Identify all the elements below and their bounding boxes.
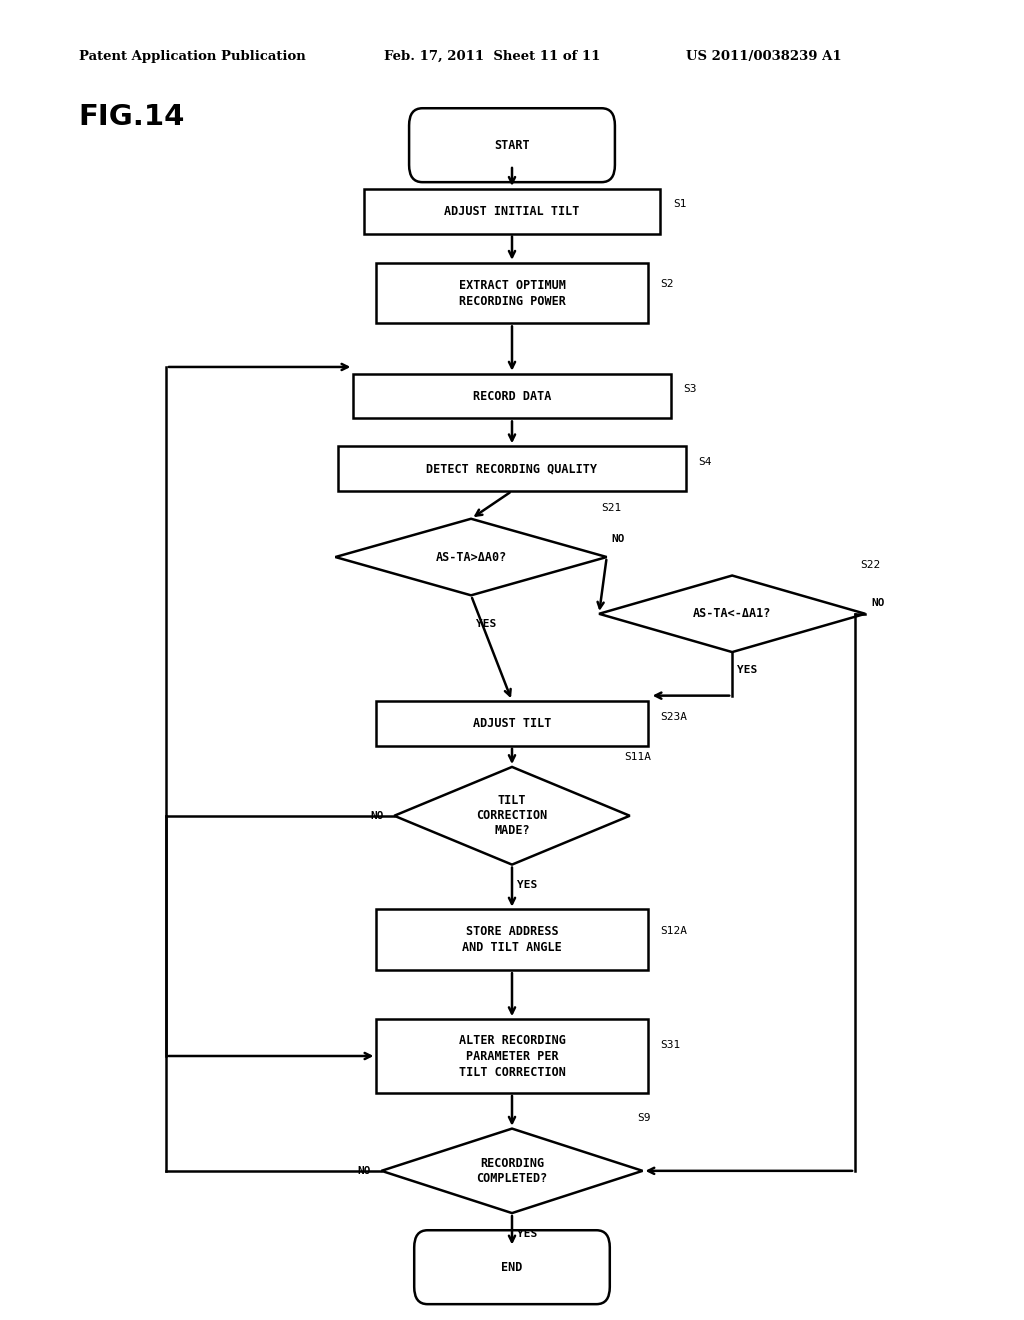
Text: S21: S21 (602, 503, 622, 513)
Text: RECORDING
COMPLETED?: RECORDING COMPLETED? (476, 1156, 548, 1185)
Text: DETECT RECORDING QUALITY: DETECT RECORDING QUALITY (427, 462, 597, 475)
Text: YES: YES (737, 665, 758, 676)
Text: TILT
CORRECTION
MADE?: TILT CORRECTION MADE? (476, 795, 548, 837)
Text: END: END (502, 1261, 522, 1274)
Text: S1: S1 (673, 199, 686, 210)
FancyBboxPatch shape (377, 1019, 648, 1093)
Text: S23A: S23A (660, 711, 687, 722)
Text: NO: NO (871, 598, 885, 609)
Text: S9: S9 (637, 1113, 651, 1123)
Polygon shape (394, 767, 630, 865)
Text: Patent Application Publication: Patent Application Publication (79, 50, 305, 63)
Text: S4: S4 (698, 457, 712, 467)
Text: Feb. 17, 2011  Sheet 11 of 11: Feb. 17, 2011 Sheet 11 of 11 (384, 50, 600, 63)
Text: YES: YES (476, 619, 497, 630)
Text: S3: S3 (683, 384, 696, 395)
FancyBboxPatch shape (364, 189, 660, 234)
Text: US 2011/0038239 A1: US 2011/0038239 A1 (686, 50, 842, 63)
Polygon shape (336, 519, 606, 595)
Text: RECORD DATA: RECORD DATA (473, 389, 551, 403)
FancyBboxPatch shape (377, 909, 648, 970)
Polygon shape (599, 576, 865, 652)
Text: AS-TA<-ΔA1?: AS-TA<-ΔA1? (693, 607, 771, 620)
Text: NO: NO (612, 533, 626, 544)
Text: ADJUST INITIAL TILT: ADJUST INITIAL TILT (444, 205, 580, 218)
Text: STORE ADDRESS
AND TILT ANGLE: STORE ADDRESS AND TILT ANGLE (462, 925, 562, 954)
Text: START: START (495, 139, 529, 152)
Text: YES: YES (517, 1229, 538, 1239)
Text: ADJUST TILT: ADJUST TILT (473, 717, 551, 730)
FancyBboxPatch shape (338, 446, 686, 491)
Text: NO: NO (371, 810, 384, 821)
Text: NO: NO (357, 1166, 371, 1176)
Text: FIG.14: FIG.14 (79, 103, 185, 131)
Polygon shape (381, 1129, 643, 1213)
FancyBboxPatch shape (353, 374, 671, 418)
Text: S11A: S11A (625, 751, 651, 762)
Text: S2: S2 (660, 279, 674, 289)
Text: AS-TA>ΔA0?: AS-TA>ΔA0? (435, 550, 507, 564)
Text: EXTRACT OPTIMUM
RECORDING POWER: EXTRACT OPTIMUM RECORDING POWER (459, 279, 565, 308)
Text: S12A: S12A (660, 925, 687, 936)
FancyBboxPatch shape (409, 108, 614, 182)
Text: S22: S22 (860, 560, 881, 570)
Text: YES: YES (517, 880, 538, 891)
Text: ALTER RECORDING
PARAMETER PER
TILT CORRECTION: ALTER RECORDING PARAMETER PER TILT CORRE… (459, 1034, 565, 1078)
FancyBboxPatch shape (377, 263, 648, 323)
FancyBboxPatch shape (377, 701, 648, 746)
Text: S31: S31 (660, 1040, 680, 1049)
FancyBboxPatch shape (414, 1230, 609, 1304)
